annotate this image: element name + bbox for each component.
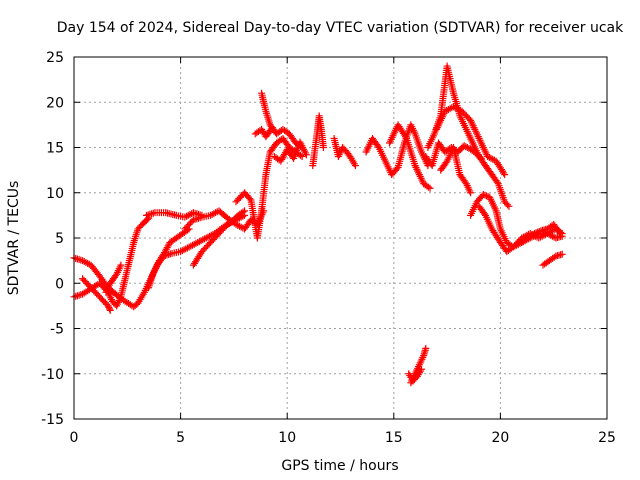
data-point-marker xyxy=(555,228,563,236)
data-point-marker xyxy=(476,153,484,161)
data-point-marker xyxy=(467,189,475,197)
data-point-marker xyxy=(239,212,247,220)
x-tick-label: 20 xyxy=(491,430,509,446)
data-point-marker xyxy=(143,215,151,223)
data-point-marker xyxy=(106,305,114,313)
data-point-marker xyxy=(106,306,114,314)
data-point-marker xyxy=(483,192,491,200)
data-point-marker xyxy=(556,229,564,237)
data-point-marker xyxy=(535,227,543,235)
data-point-marker xyxy=(246,195,254,203)
y-tick-label: 20 xyxy=(46,95,64,111)
x-tick-label: 5 xyxy=(176,430,185,446)
data-point-marker xyxy=(298,153,306,161)
y-tick-label: 0 xyxy=(55,276,64,292)
data-points xyxy=(70,62,566,387)
data-point-marker xyxy=(550,253,558,261)
data-point-marker xyxy=(558,250,566,258)
data-point-marker xyxy=(532,229,540,237)
y-tick-label: 10 xyxy=(46,186,64,202)
data-point-marker xyxy=(104,302,112,310)
data-point-marker xyxy=(481,191,489,199)
data-point-marker xyxy=(479,191,487,199)
data-point-marker xyxy=(351,162,359,170)
y-tick-label: -10 xyxy=(41,367,64,383)
data-point-marker xyxy=(117,261,125,269)
data-point-marker xyxy=(241,211,249,219)
data-point-marker xyxy=(319,144,327,151)
data-point-marker xyxy=(418,365,426,373)
x-tick-label: 15 xyxy=(385,430,403,446)
data-point-marker xyxy=(422,344,430,352)
data-point-marker xyxy=(105,303,113,311)
y-tick-label: -15 xyxy=(41,412,64,428)
chart-title: Day 154 of 2024, Sidereal Day-to-day VTE… xyxy=(57,20,624,36)
data-point-marker xyxy=(493,178,501,186)
data-point-marker xyxy=(504,201,512,209)
data-point-marker xyxy=(268,124,276,132)
data-point-marker xyxy=(534,228,542,236)
plot-frame xyxy=(73,56,608,420)
data-point-marker xyxy=(477,154,485,162)
data-point-marker xyxy=(501,171,509,179)
data-point-marker xyxy=(302,151,310,159)
y-axis-label: SDTVAR / TECUs xyxy=(6,181,22,296)
data-point-marker xyxy=(424,183,432,191)
y-tick-label: 15 xyxy=(46,141,64,157)
y-tick-label: 25 xyxy=(46,50,64,66)
x-tick-label: 25 xyxy=(598,430,616,446)
x-tick-label: 10 xyxy=(278,430,296,446)
y-tick-label: 5 xyxy=(55,231,64,247)
data-point-marker xyxy=(402,133,410,141)
x-axis-label: GPS time / hours xyxy=(281,458,398,474)
axis-ticks: 0 5 10 15 20 25 -15 -10 -5 0 5 10 15 20 25 xyxy=(41,50,616,446)
data-point-marker xyxy=(297,151,305,159)
y-tick-label: -5 xyxy=(50,322,64,338)
data-point-marker xyxy=(267,125,275,133)
data-point-marker xyxy=(426,184,434,192)
data-point-marker xyxy=(500,169,508,177)
x-tick-label: 0 xyxy=(70,430,79,446)
data-point-marker xyxy=(531,229,539,237)
data-point-marker xyxy=(505,202,513,210)
